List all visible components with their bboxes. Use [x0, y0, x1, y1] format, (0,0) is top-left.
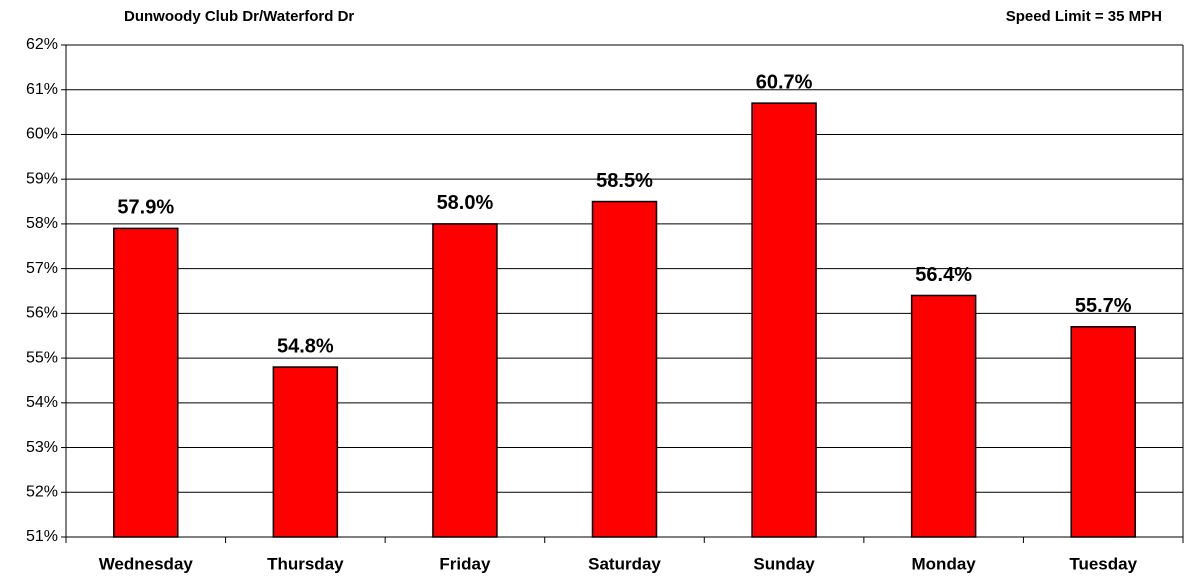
bar: [1070, 326, 1136, 538]
y-tick-label: 59%: [26, 170, 58, 187]
y-tick-label: 53%: [26, 439, 58, 456]
data-label: 60.7%: [756, 71, 813, 93]
x-tick-label: Sunday: [753, 554, 815, 573]
chart-title: Dunwoody Club Dr/Waterford Dr: [124, 8, 354, 25]
y-tick-label: 62%: [26, 36, 58, 53]
x-tick-label: Monday: [912, 554, 977, 573]
x-tick-label: Wednesday: [99, 554, 194, 573]
bar: [272, 366, 339, 538]
data-label: 57.9%: [117, 197, 174, 219]
bar: [432, 223, 498, 538]
y-tick-label: 51%: [26, 528, 58, 545]
x-tick-label: Friday: [439, 554, 491, 573]
y-tick-label: 61%: [26, 81, 58, 98]
bar: [113, 227, 179, 538]
data-label: 58.0%: [437, 192, 494, 214]
y-tick-label: 55%: [26, 349, 58, 366]
x-tick-label: Thursday: [267, 554, 344, 573]
data-label: 58.5%: [596, 170, 653, 192]
annotation: Speed Limit = 35 MPH: [1006, 8, 1162, 25]
y-tick-label: 54%: [26, 394, 58, 411]
x-tick-label: Saturday: [588, 554, 661, 573]
bar: [910, 294, 977, 538]
data-label: 56.4%: [915, 264, 972, 286]
y-tick-label: 57%: [26, 260, 58, 277]
bar: [591, 200, 658, 538]
y-tick-label: 52%: [26, 483, 58, 500]
data-label: 55.7%: [1075, 295, 1132, 317]
y-tick-label: 60%: [26, 126, 58, 143]
x-tick-label: Tuesday: [1069, 554, 1137, 573]
data-label: 54.8%: [277, 335, 334, 357]
bar: [751, 102, 817, 538]
y-tick-label: 56%: [26, 305, 58, 322]
y-tick-label: 58%: [26, 215, 58, 232]
